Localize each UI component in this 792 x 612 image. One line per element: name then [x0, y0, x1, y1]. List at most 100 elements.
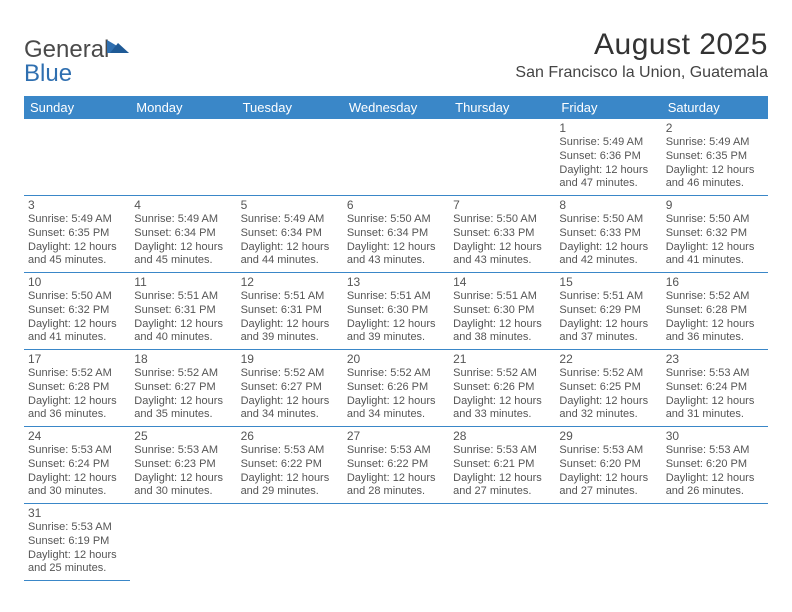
calendar-cell: 10Sunrise: 5:50 AMSunset: 6:32 PMDayligh…: [24, 273, 130, 350]
daylight-text: and 33 minutes.: [453, 408, 551, 422]
sunset-text: Sunset: 6:32 PM: [28, 304, 126, 318]
calendar-cell: 8Sunrise: 5:50 AMSunset: 6:33 PMDaylight…: [555, 196, 661, 273]
sunset-text: Sunset: 6:24 PM: [666, 381, 764, 395]
calendar-cell: 30Sunrise: 5:53 AMSunset: 6:20 PMDayligh…: [662, 427, 768, 504]
calendar-table: Sunday Monday Tuesday Wednesday Thursday…: [24, 96, 768, 581]
sunrise-text: Sunrise: 5:51 AM: [559, 290, 657, 304]
day-number: 26: [241, 429, 339, 443]
day-number: 19: [241, 352, 339, 366]
daylight-text: Daylight: 12 hours: [134, 318, 232, 332]
day-number: 13: [347, 275, 445, 289]
calendar-cell: 15Sunrise: 5:51 AMSunset: 6:29 PMDayligh…: [555, 273, 661, 350]
sunset-text: Sunset: 6:20 PM: [666, 458, 764, 472]
sunset-text: Sunset: 6:27 PM: [134, 381, 232, 395]
month-title: August 2025: [515, 28, 768, 62]
sunrise-text: Sunrise: 5:52 AM: [453, 367, 551, 381]
sunrise-text: Sunrise: 5:50 AM: [559, 213, 657, 227]
daylight-text: Daylight: 12 hours: [241, 241, 339, 255]
sunrise-text: Sunrise: 5:50 AM: [453, 213, 551, 227]
calendar-cell: 6Sunrise: 5:50 AMSunset: 6:34 PMDaylight…: [343, 196, 449, 273]
calendar-cell-blank: [449, 504, 555, 581]
daylight-text: Daylight: 12 hours: [559, 472, 657, 486]
page-header: General Blue August 2025 San Francisco l…: [24, 28, 768, 86]
day-number: 28: [453, 429, 551, 443]
sunset-text: Sunset: 6:21 PM: [453, 458, 551, 472]
calendar-cell: 27Sunrise: 5:53 AMSunset: 6:22 PMDayligh…: [343, 427, 449, 504]
daylight-text: Daylight: 12 hours: [28, 241, 126, 255]
calendar-cell: 22Sunrise: 5:52 AMSunset: 6:25 PMDayligh…: [555, 350, 661, 427]
calendar-cell: 19Sunrise: 5:52 AMSunset: 6:27 PMDayligh…: [237, 350, 343, 427]
calendar-cell: 11Sunrise: 5:51 AMSunset: 6:31 PMDayligh…: [130, 273, 236, 350]
calendar-cell: 5Sunrise: 5:49 AMSunset: 6:34 PMDaylight…: [237, 196, 343, 273]
calendar-cell-blank: [449, 119, 555, 196]
sunrise-text: Sunrise: 5:52 AM: [134, 367, 232, 381]
calendar-cell-blank: [555, 504, 661, 581]
day-number: 10: [28, 275, 126, 289]
daylight-text: and 39 minutes.: [347, 331, 445, 345]
sunset-text: Sunset: 6:34 PM: [241, 227, 339, 241]
sunrise-text: Sunrise: 5:49 AM: [28, 213, 126, 227]
sunset-text: Sunset: 6:35 PM: [28, 227, 126, 241]
sunset-text: Sunset: 6:34 PM: [134, 227, 232, 241]
calendar-cell: 7Sunrise: 5:50 AMSunset: 6:33 PMDaylight…: [449, 196, 555, 273]
daylight-text: and 42 minutes.: [559, 254, 657, 268]
daylight-text: Daylight: 12 hours: [453, 241, 551, 255]
calendar-cell: 16Sunrise: 5:52 AMSunset: 6:28 PMDayligh…: [662, 273, 768, 350]
weekday-header: Tuesday: [237, 96, 343, 119]
logo-flag-icon: [107, 34, 129, 58]
calendar-cell: 13Sunrise: 5:51 AMSunset: 6:30 PMDayligh…: [343, 273, 449, 350]
daylight-text: Daylight: 12 hours: [28, 318, 126, 332]
day-number: 4: [134, 198, 232, 212]
sunrise-text: Sunrise: 5:53 AM: [666, 367, 764, 381]
daylight-text: and 34 minutes.: [347, 408, 445, 422]
calendar-cell: 2Sunrise: 5:49 AMSunset: 6:35 PMDaylight…: [662, 119, 768, 196]
daylight-text: and 26 minutes.: [666, 485, 764, 499]
sunrise-text: Sunrise: 5:53 AM: [666, 444, 764, 458]
daylight-text: and 27 minutes.: [559, 485, 657, 499]
calendar-row: 17Sunrise: 5:52 AMSunset: 6:28 PMDayligh…: [24, 350, 768, 427]
day-number: 25: [134, 429, 232, 443]
weekday-header: Wednesday: [343, 96, 449, 119]
daylight-text: Daylight: 12 hours: [453, 472, 551, 486]
calendar-row: 3Sunrise: 5:49 AMSunset: 6:35 PMDaylight…: [24, 196, 768, 273]
location: San Francisco la Union, Guatemala: [515, 64, 768, 82]
daylight-text: Daylight: 12 hours: [28, 395, 126, 409]
day-number: 2: [666, 121, 764, 135]
sunset-text: Sunset: 6:25 PM: [559, 381, 657, 395]
daylight-text: and 38 minutes.: [453, 331, 551, 345]
daylight-text: and 32 minutes.: [559, 408, 657, 422]
daylight-text: and 45 minutes.: [28, 254, 126, 268]
daylight-text: and 46 minutes.: [666, 177, 764, 191]
calendar-row: 24Sunrise: 5:53 AMSunset: 6:24 PMDayligh…: [24, 427, 768, 504]
sunset-text: Sunset: 6:20 PM: [559, 458, 657, 472]
day-number: 11: [134, 275, 232, 289]
daylight-text: Daylight: 12 hours: [347, 395, 445, 409]
calendar-cell: 4Sunrise: 5:49 AMSunset: 6:34 PMDaylight…: [130, 196, 236, 273]
sunrise-text: Sunrise: 5:50 AM: [666, 213, 764, 227]
daylight-text: and 39 minutes.: [241, 331, 339, 345]
calendar-cell: 9Sunrise: 5:50 AMSunset: 6:32 PMDaylight…: [662, 196, 768, 273]
daylight-text: Daylight: 12 hours: [241, 395, 339, 409]
sunset-text: Sunset: 6:22 PM: [241, 458, 339, 472]
day-number: 5: [241, 198, 339, 212]
daylight-text: and 37 minutes.: [559, 331, 657, 345]
logo-text-1: General: [24, 36, 109, 63]
sunset-text: Sunset: 6:36 PM: [559, 150, 657, 164]
sunrise-text: Sunrise: 5:53 AM: [134, 444, 232, 458]
day-number: 15: [559, 275, 657, 289]
sunset-text: Sunset: 6:19 PM: [28, 535, 126, 549]
sunrise-text: Sunrise: 5:50 AM: [28, 290, 126, 304]
daylight-text: Daylight: 12 hours: [559, 164, 657, 178]
daylight-text: and 40 minutes.: [134, 331, 232, 345]
daylight-text: and 36 minutes.: [28, 408, 126, 422]
logo-text-2: Blue: [24, 60, 72, 87]
sunrise-text: Sunrise: 5:53 AM: [241, 444, 339, 458]
daylight-text: Daylight: 12 hours: [241, 318, 339, 332]
calendar-cell: 1Sunrise: 5:49 AMSunset: 6:36 PMDaylight…: [555, 119, 661, 196]
sunrise-text: Sunrise: 5:52 AM: [559, 367, 657, 381]
day-number: 31: [28, 506, 126, 520]
sunrise-text: Sunrise: 5:49 AM: [559, 136, 657, 150]
daylight-text: Daylight: 12 hours: [666, 241, 764, 255]
calendar-cell: 23Sunrise: 5:53 AMSunset: 6:24 PMDayligh…: [662, 350, 768, 427]
calendar-cell: 26Sunrise: 5:53 AMSunset: 6:22 PMDayligh…: [237, 427, 343, 504]
